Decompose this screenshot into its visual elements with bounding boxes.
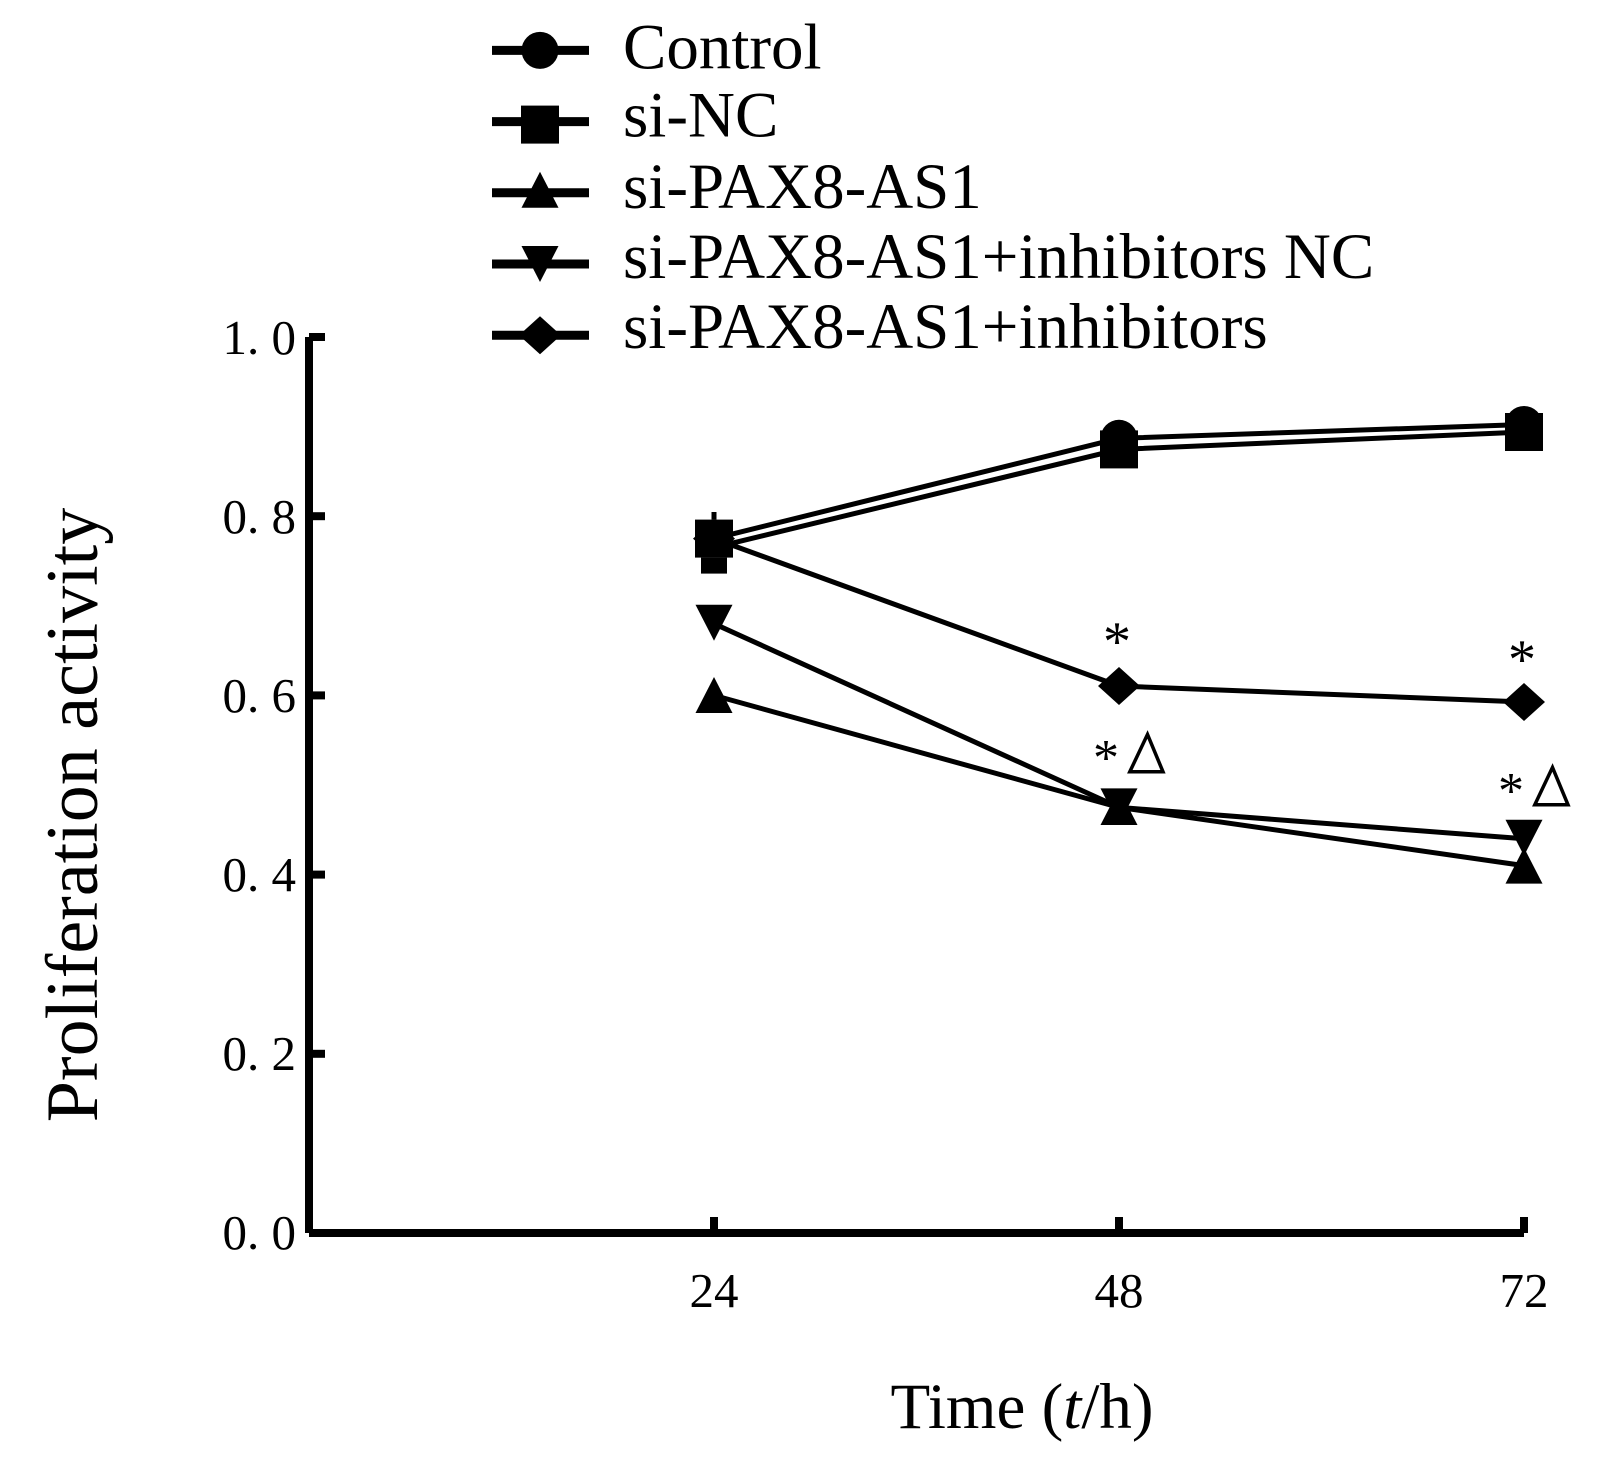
svg-text:0. 4: 0. 4 (223, 847, 297, 902)
svg-text:72: 72 (1500, 1263, 1549, 1318)
svg-text:*: * (1508, 629, 1536, 691)
svg-text:si-PAX8-AS1: si-PAX8-AS1 (623, 151, 982, 223)
svg-text:Proliferation activity: Proliferation activity (32, 508, 114, 1122)
svg-text:si-PAX8-AS1+inhibitors: si-PAX8-AS1+inhibitors (623, 291, 1268, 363)
svg-text:*: * (1103, 611, 1131, 673)
svg-text:0. 6: 0. 6 (223, 668, 297, 723)
svg-text:0. 2: 0. 2 (223, 1026, 297, 1081)
svg-text:Time (t/h): Time (t/h) (890, 1371, 1153, 1443)
svg-text:1. 0: 1. 0 (223, 310, 297, 365)
svg-text:0. 0: 0. 0 (223, 1205, 297, 1260)
svg-text:Control: Control (623, 11, 822, 83)
svg-text:24: 24 (690, 1263, 739, 1318)
svg-text:si-PAX8-AS1+inhibitors NC: si-PAX8-AS1+inhibitors NC (623, 221, 1374, 293)
svg-text:48: 48 (1095, 1263, 1144, 1318)
svg-text:si-NC: si-NC (623, 80, 778, 152)
svg-text:0. 8: 0. 8 (223, 489, 297, 544)
svg-text:*: * (1093, 730, 1119, 787)
svg-text:*: * (1498, 763, 1524, 820)
